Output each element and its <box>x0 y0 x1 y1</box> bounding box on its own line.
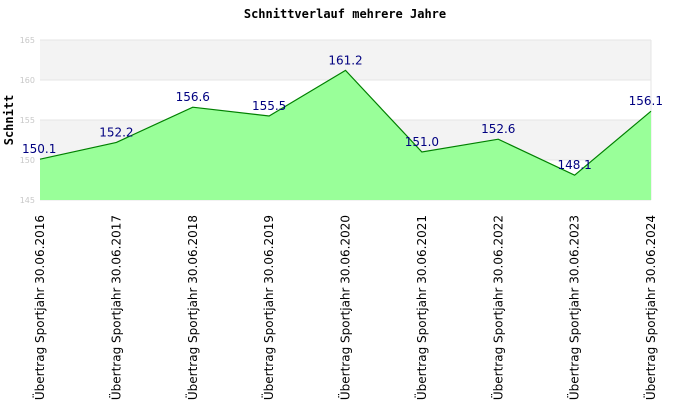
data-label: 156.6 <box>176 90 210 104</box>
series-line <box>39 69 652 176</box>
x-tick-label: Übertrag Sportjahr 30.06.2021 <box>413 215 429 400</box>
y-tick-label: 155 <box>20 116 35 125</box>
data-label: 152.2 <box>99 125 133 139</box>
x-tick-label: Übertrag Sportjahr 30.06.2024 <box>642 215 658 400</box>
y-axis-ticks: 145 150 155 160 165 <box>20 36 35 205</box>
x-tick-label: Übertrag Sportjahr 30.06.2019 <box>260 215 276 400</box>
x-tick-label: Übertrag Sportjahr 30.06.2018 <box>184 215 200 400</box>
x-tick-label: Übertrag Sportjahr 30.06.2023 <box>566 215 582 400</box>
data-label: 150.1 <box>22 142 56 156</box>
data-label: 148.1 <box>557 158 591 172</box>
x-tick-label: Übertrag Sportjahr 30.06.2016 <box>31 215 47 400</box>
data-label: 156.1 <box>629 94 663 108</box>
series-fill <box>40 70 651 201</box>
x-tick-label: Übertrag Sportjahr 30.06.2017 <box>107 215 123 400</box>
data-label: 161.2 <box>328 53 362 67</box>
x-tick-label: Übertrag Sportjahr 30.06.2020 <box>337 215 353 400</box>
data-label: 151.0 <box>405 135 439 149</box>
x-axis-ticks: Übertrag Sportjahr 30.06.2016 Übertrag Sp… <box>31 215 658 400</box>
y-axis-label: Schnitt <box>2 95 16 146</box>
y-tick-label: 145 <box>20 196 35 205</box>
series-area <box>39 69 652 201</box>
chart-title: Schnittverlauf mehrere Jahre <box>244 7 446 21</box>
data-labels: 150.1 152.2 156.6 155.5 161.2 151.0 152.6 148.1… <box>22 53 663 172</box>
x-tick-label: Übertrag Sportjahr 30.06.2022 <box>489 215 505 400</box>
data-label: 155.5 <box>252 99 286 113</box>
data-label: 152.6 <box>481 122 515 136</box>
y-tick-label: 150 <box>20 156 35 165</box>
y-tick-label: 160 <box>20 76 35 85</box>
y-tick-label: 165 <box>20 36 35 45</box>
